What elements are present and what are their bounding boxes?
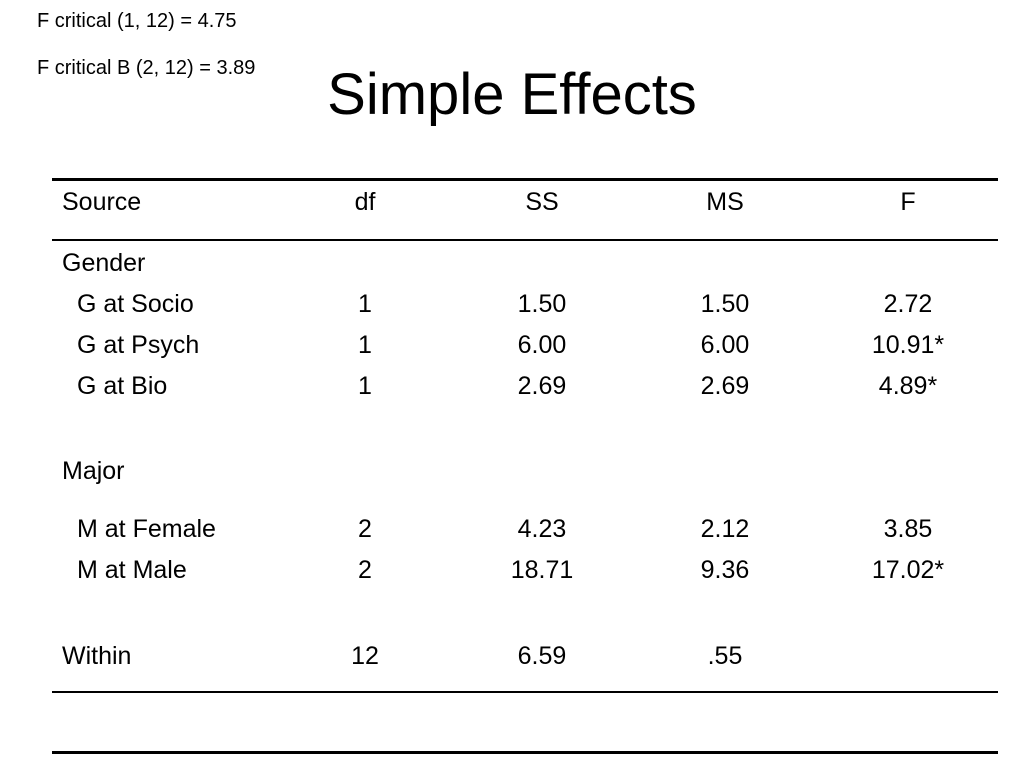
df-cell: 12 bbox=[351, 642, 379, 670]
page-title: Simple Effects bbox=[327, 62, 697, 127]
f-cell: 4.89* bbox=[878, 372, 938, 400]
ms-cell: 9.36 bbox=[700, 556, 750, 584]
header-ss: SS bbox=[525, 188, 559, 216]
ms-cell: 1.50 bbox=[700, 290, 750, 318]
table-footer-rule bbox=[52, 751, 998, 754]
source-cell: G at Psych bbox=[77, 331, 200, 359]
source-cell: Within bbox=[62, 642, 132, 670]
header-ms: MS bbox=[706, 188, 744, 216]
df-cell: 1 bbox=[358, 372, 372, 400]
group-label: Major bbox=[62, 457, 125, 485]
f-cell: 3.85 bbox=[883, 515, 933, 543]
f-cell: 10.91* bbox=[871, 331, 945, 359]
header-f: F bbox=[900, 188, 916, 216]
f-critical-note: F critical (1, 12) = 4.75 bbox=[37, 10, 237, 32]
header-df: df bbox=[354, 188, 376, 216]
header-rule bbox=[52, 239, 998, 241]
ss-cell: 2.69 bbox=[517, 372, 567, 400]
df-cell: 1 bbox=[358, 290, 372, 318]
f-cell: 2.72 bbox=[883, 290, 933, 318]
ss-cell: 6.00 bbox=[517, 331, 567, 359]
f-cell: 17.02* bbox=[871, 556, 945, 584]
df-cell: 2 bbox=[358, 556, 372, 584]
f-critical-b-note: F critical B (2, 12) = 3.89 bbox=[37, 57, 256, 79]
source-cell: M at Female bbox=[77, 515, 216, 543]
ms-cell: 2.69 bbox=[700, 372, 750, 400]
ss-cell: 6.59 bbox=[517, 642, 567, 670]
ms-cell: 2.12 bbox=[700, 515, 750, 543]
df-cell: 2 bbox=[358, 515, 372, 543]
ms-cell: .55 bbox=[707, 642, 743, 670]
ss-cell: 1.50 bbox=[517, 290, 567, 318]
ms-cell: 6.00 bbox=[700, 331, 750, 359]
table-top-rule bbox=[52, 178, 998, 181]
source-cell: G at Bio bbox=[77, 372, 168, 400]
ss-cell: 4.23 bbox=[517, 515, 567, 543]
source-cell: G at Socio bbox=[77, 290, 194, 318]
group-label: Gender bbox=[62, 249, 146, 277]
table-bottom-rule bbox=[52, 691, 998, 693]
source-cell: M at Male bbox=[77, 556, 187, 584]
df-cell: 1 bbox=[358, 331, 372, 359]
header-source: Source bbox=[62, 188, 142, 216]
ss-cell: 18.71 bbox=[510, 556, 574, 584]
